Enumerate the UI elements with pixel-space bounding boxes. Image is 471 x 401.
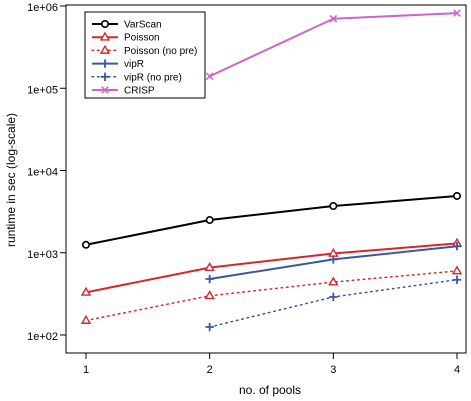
x-tick-label: 3: [330, 364, 336, 376]
y-axis-title: runtime in sec (log-scale): [4, 113, 18, 247]
x-axis-title: no. of pools: [239, 383, 301, 397]
y-tick-label: 1e+04: [27, 167, 58, 179]
series-line: [208, 278, 458, 328]
legend-label: vipR (no pre): [124, 72, 182, 83]
legend-label: CRISP: [124, 86, 155, 97]
data-point: [328, 247, 339, 257]
data-point: [204, 261, 215, 272]
legend-marker: [101, 86, 109, 94]
series-line: [85, 242, 458, 294]
data-point: [329, 14, 338, 23]
data-point: [205, 216, 214, 225]
legend-marker: [100, 72, 110, 81]
data-point: [452, 242, 462, 251]
data-point: [329, 255, 338, 264]
legend-label: Poisson (no pre): [124, 46, 197, 57]
legend-marker: [99, 44, 111, 54]
series-varscan: [82, 191, 461, 249]
legend-item: VarScan: [92, 20, 162, 31]
data-point: [82, 240, 91, 249]
data-point: [205, 72, 214, 81]
series-line: [209, 12, 458, 78]
legend-item: vipR (no pre): [91, 72, 182, 83]
data-point: [329, 292, 338, 302]
legend: VarScan Poisson Poisson (no pre) vipR vipR (…: [84, 11, 206, 99]
data-point: [80, 314, 92, 324]
y-tick-label: 1e+05: [27, 84, 58, 96]
legend-item: vipR: [92, 59, 144, 70]
x-tick-label: 4: [454, 364, 460, 376]
data-point: [452, 191, 461, 200]
series-vipr: [205, 242, 462, 284]
legend-label: VarScan: [124, 20, 162, 31]
data-point: [451, 265, 463, 275]
series-vipr-no-pre: [205, 275, 462, 332]
legend-item: CRISP: [92, 86, 155, 97]
data-point: [328, 276, 339, 286]
legend-item: Poisson (no pre): [91, 44, 197, 57]
legend-marker: [101, 19, 110, 28]
series-line: [85, 270, 458, 322]
legend-label: vipR: [124, 59, 144, 70]
axes: 1 2 3 4 1e+02 1e+03 1e+04 1e+05 1e+06: [27, 2, 460, 376]
series-poisson-no-pre: [80, 265, 463, 324]
y-tick-label: 1e+06: [27, 2, 58, 14]
legend-marker: [99, 31, 111, 41]
x-tick-label: 1: [83, 364, 89, 376]
data-point: [205, 322, 214, 332]
data-point: [204, 290, 215, 300]
legend-marker: [100, 59, 110, 68]
data-point: [453, 9, 461, 17]
series-line: [85, 194, 458, 246]
y-tick-label: 1e+02: [27, 331, 58, 343]
data-point: [452, 275, 462, 284]
series-layer: [80, 9, 463, 332]
series-poisson: [80, 237, 463, 296]
y-tick-label: 1e+03: [27, 249, 58, 261]
series-crisp: [205, 9, 461, 81]
legend-item: Poisson: [92, 31, 160, 44]
data-point: [205, 274, 214, 284]
x-tick-label: 2: [207, 364, 213, 376]
data-point: [80, 286, 92, 296]
data-point: [329, 202, 338, 211]
plot-frame: [65, 4, 467, 354]
legend-label: Poisson: [124, 33, 160, 44]
